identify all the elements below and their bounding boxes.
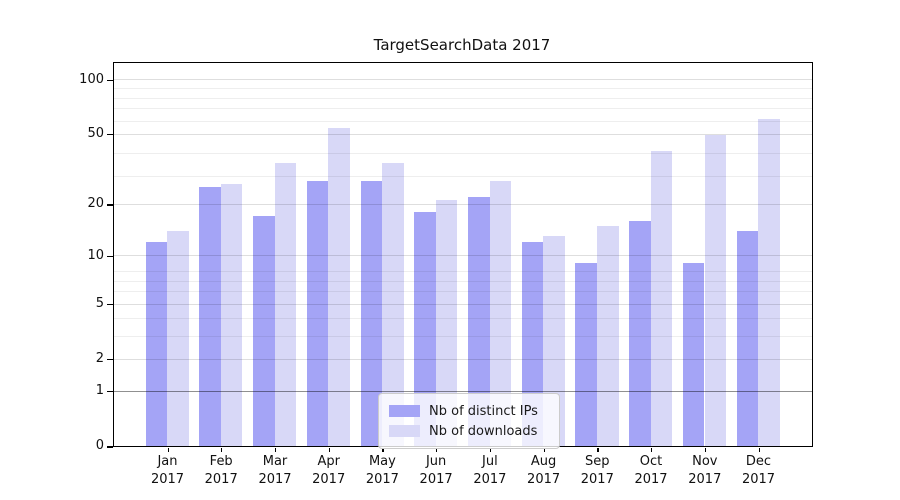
gridline-50 xyxy=(114,133,812,135)
x-tick-mark-feb xyxy=(221,447,223,453)
x-tick-mark-mar xyxy=(275,447,277,453)
minor-gridline-69 xyxy=(114,108,812,110)
plot-area: Nb of distinct IPs Nb of downloads xyxy=(113,62,813,449)
bar-distinct-ips-apr xyxy=(306,181,329,446)
gridline-20 xyxy=(114,204,812,205)
x-tick-mark-nov xyxy=(704,447,707,453)
x-tick-label-dec: Dec 2017 xyxy=(741,454,776,487)
x-tick-mark-may xyxy=(382,447,384,453)
legend-item-downloads: Nb of downloads xyxy=(389,421,549,441)
minor-gridline-39 xyxy=(114,152,812,154)
gridline-10 xyxy=(114,255,812,257)
y-tick-label-2: 2 xyxy=(95,351,104,366)
x-tick-label-aug: Aug 2017 xyxy=(527,454,561,487)
bar-downloads-nov xyxy=(704,135,727,446)
x-tick-label-feb: Feb 2017 xyxy=(204,454,238,487)
y-tick-mark-100 xyxy=(107,79,113,81)
bar-distinct-ips-mar xyxy=(253,216,275,446)
y-tick-label-50: 50 xyxy=(87,125,104,141)
bar-distinct-ips-feb xyxy=(199,187,221,446)
minor-gridline-3 xyxy=(114,335,812,337)
gridline-5 xyxy=(114,303,812,305)
x-tick-mark-jan xyxy=(167,447,169,453)
bar-downloads-mar xyxy=(274,163,297,446)
minor-gridline-89 xyxy=(114,88,812,90)
legend-swatch-distinct-ips xyxy=(389,405,420,417)
x-tick-mark-oct xyxy=(651,447,653,453)
x-tick-mark-dec xyxy=(758,447,760,453)
x-tick-mark-aug xyxy=(543,447,545,453)
bars-layer xyxy=(114,63,812,446)
bar-downloads-jul xyxy=(489,181,512,446)
bar-downloads-feb xyxy=(220,184,243,446)
y-tick-mark-50 xyxy=(107,133,113,136)
x-tick-mark-jul xyxy=(489,447,492,453)
x-tick-label-sep: Sep 2017 xyxy=(580,454,614,487)
x-tick-label-jan: Jan 2017 xyxy=(150,454,185,487)
bar-downloads-oct xyxy=(650,150,673,446)
bar-distinct-ips-jun xyxy=(414,212,436,446)
y-tick-mark-5 xyxy=(107,303,113,306)
x-tick-mark-jun xyxy=(436,447,438,453)
x-tick-label-mar: Mar 2017 xyxy=(258,454,292,487)
bar-downloads-jan xyxy=(167,230,189,446)
legend: Nb of distinct IPs Nb of downloads xyxy=(378,393,560,449)
minor-gridline-4 xyxy=(114,318,812,320)
bar-distinct-ips-oct xyxy=(629,220,651,446)
y-tick-mark-1 xyxy=(107,391,113,393)
y-tick-label-5: 5 xyxy=(95,295,104,311)
x-tick-label-oct: Oct 2017 xyxy=(634,454,668,487)
y-tick-label-0: 0 xyxy=(95,438,104,454)
y-tick-label-1: 1 xyxy=(95,383,104,399)
y-tick-mark-10 xyxy=(107,255,113,257)
reference-line-y1 xyxy=(114,390,812,393)
bar-downloads-apr xyxy=(328,127,350,446)
minor-gridline-79 xyxy=(114,97,812,99)
legend-swatch-downloads xyxy=(389,425,420,437)
legend-label-distinct-ips: Nb of distinct IPs xyxy=(429,403,538,419)
bar-distinct-ips-may xyxy=(360,181,383,446)
y-tick-mark-20 xyxy=(107,204,113,206)
gridline-2 xyxy=(114,358,812,360)
chart-title: TargetSearchData 2017 xyxy=(373,36,551,54)
y-tick-label-100: 100 xyxy=(79,71,104,87)
bar-distinct-ips-nov xyxy=(682,263,705,446)
minor-gridline-7 xyxy=(114,280,812,282)
minor-gridline-6 xyxy=(114,291,812,293)
y-tick-mark-2 xyxy=(107,359,113,361)
x-tick-mark-sep xyxy=(597,447,599,453)
x-tick-label-may: May 2017 xyxy=(365,454,399,487)
minor-gridline-59 xyxy=(114,120,812,122)
minor-gridline-8 xyxy=(114,271,812,273)
bar-distinct-ips-dec xyxy=(736,230,759,446)
gridline-1 xyxy=(114,390,812,392)
minor-gridline-29 xyxy=(114,175,812,177)
y-tick-label-20: 20 xyxy=(87,196,104,212)
x-tick-label-jun: Jun 2017 xyxy=(419,454,453,487)
legend-label-downloads: Nb of downloads xyxy=(429,423,538,439)
bar-downloads-dec xyxy=(758,119,780,446)
y-tick-label-10: 10 xyxy=(87,247,104,263)
x-tick-label-apr: Apr 2017 xyxy=(312,454,346,487)
bar-distinct-ips-sep xyxy=(575,263,597,446)
legend-item-distinct-ips: Nb of distinct IPs xyxy=(389,401,549,421)
bar-distinct-ips-jul xyxy=(468,196,490,446)
bar-downloads-sep xyxy=(597,225,619,446)
bar-distinct-ips-jan xyxy=(145,242,168,446)
x-tick-mark-apr xyxy=(328,447,330,453)
y-tick-mark-0 xyxy=(107,446,113,448)
bar-downloads-jun xyxy=(435,200,458,446)
grid-layer xyxy=(114,63,812,446)
x-tick-label-nov: Nov 2017 xyxy=(688,454,722,487)
gridline-100 xyxy=(114,79,812,81)
x-tick-label-jul: Jul 2017 xyxy=(473,454,507,487)
bar-downloads-may xyxy=(382,163,404,446)
